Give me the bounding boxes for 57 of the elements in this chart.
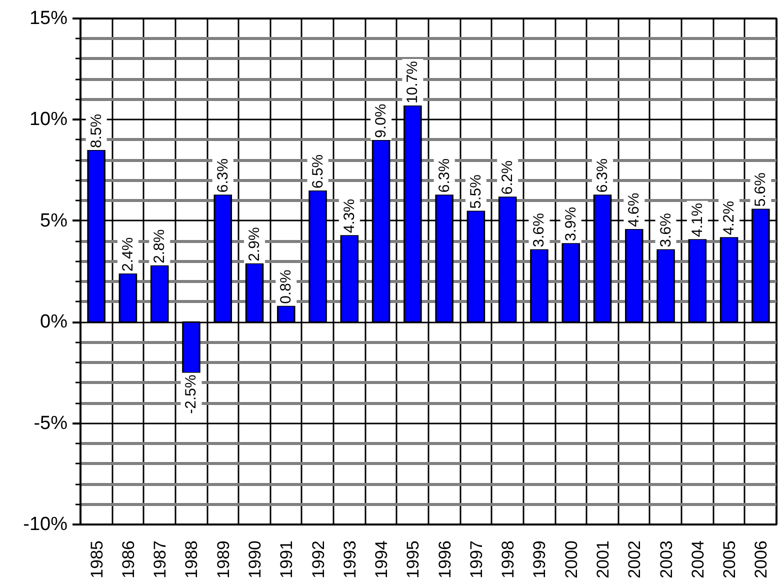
x-tick-label: 1990 bbox=[246, 540, 264, 578]
bar bbox=[720, 236, 738, 323]
x-tick-label: 1996 bbox=[435, 540, 454, 578]
y-tick-label: 5% bbox=[40, 210, 68, 232]
x-tick-label: 2004 bbox=[688, 540, 708, 578]
data-label: 6.2% bbox=[499, 160, 516, 195]
x-tick-label: 2005 bbox=[720, 540, 740, 578]
y-tick-label: -10% bbox=[23, 514, 68, 535]
bar bbox=[340, 234, 359, 323]
data-label: 0.8% bbox=[278, 270, 295, 304]
x-tick-label: 2006 bbox=[752, 540, 771, 578]
data-label: 4.3% bbox=[340, 198, 358, 234]
data-label: 2.9% bbox=[246, 227, 263, 262]
data-label: 5.5% bbox=[467, 174, 484, 209]
data-label: 2.4% bbox=[119, 237, 136, 272]
x-tick-label: 1992 bbox=[308, 540, 328, 578]
y-tick-label: 10% bbox=[29, 109, 68, 130]
x-tick-label: 1995 bbox=[404, 540, 423, 578]
data-label: 5.6% bbox=[752, 172, 770, 207]
bar bbox=[435, 194, 454, 323]
x-tick-label: 1994 bbox=[372, 540, 392, 578]
data-label: 2.8% bbox=[151, 229, 168, 264]
bar bbox=[498, 196, 517, 323]
data-label: 6.3% bbox=[594, 158, 611, 193]
bar bbox=[593, 194, 612, 323]
x-tick-label: 2002 bbox=[625, 540, 644, 578]
data-label: 6.3% bbox=[436, 158, 453, 193]
data-label: 9.0% bbox=[372, 104, 390, 138]
x-tick-label: 1998 bbox=[498, 540, 518, 578]
x-tick-label: 1989 bbox=[214, 540, 233, 578]
x-tick-label: 1988 bbox=[182, 540, 202, 578]
x-tick-label: 1985 bbox=[87, 540, 106, 578]
x-tick-label: 2000 bbox=[562, 540, 581, 578]
y-tick-label: -5% bbox=[34, 412, 68, 434]
x-tick-label: 1997 bbox=[466, 540, 486, 578]
data-label: 4.1% bbox=[688, 202, 706, 238]
data-label: 3.6% bbox=[530, 213, 548, 248]
data-label: 6.5% bbox=[309, 154, 326, 189]
data-label: 3.9% bbox=[562, 206, 580, 242]
bar bbox=[688, 238, 707, 323]
x-tick-label: 1993 bbox=[340, 540, 360, 578]
data-label: 4.2% bbox=[720, 200, 738, 236]
y-tick-label: 15% bbox=[29, 8, 68, 29]
x-tick-label: 1986 bbox=[118, 540, 138, 578]
data-label: -2.5% bbox=[182, 374, 200, 414]
x-tick-label: 1987 bbox=[150, 540, 170, 578]
bar bbox=[214, 194, 232, 323]
data-label: 10.7% bbox=[404, 60, 422, 104]
x-tick-label: 1999 bbox=[530, 540, 550, 578]
x-tick-label: 2001 bbox=[594, 540, 612, 578]
data-label: 3.6% bbox=[657, 213, 674, 248]
x-tick-label: 2003 bbox=[656, 540, 676, 578]
data-label: 8.5% bbox=[88, 114, 105, 148]
data-label: 4.6% bbox=[626, 192, 643, 227]
x-tick-label: 1991 bbox=[277, 540, 296, 578]
y-tick-label: 0% bbox=[40, 312, 68, 333]
data-label: 6.3% bbox=[214, 158, 232, 193]
